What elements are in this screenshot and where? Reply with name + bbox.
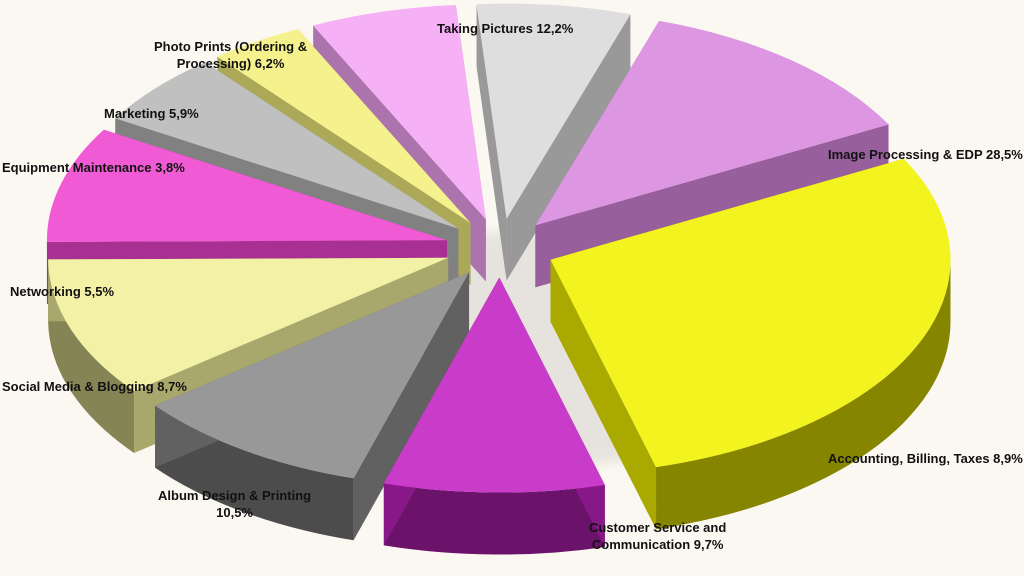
label-image-processing: Image Processing & EDP 28,5%: [828, 146, 1023, 163]
label-line: Taking Pictures 12,2%: [437, 21, 574, 36]
label-line: Accounting, Billing, Taxes 8,9%: [828, 451, 1023, 466]
label-line: Album Design & Printing: [158, 488, 312, 503]
label-line: Marketing 5,9%: [104, 106, 199, 121]
label-accounting: Accounting, Billing, Taxes 8,9%: [828, 450, 1023, 467]
label-line: Networking 5,5%: [10, 284, 115, 299]
pie-slice-photo-prints: [476, 3, 631, 281]
pie-slice-customer-service: [155, 272, 470, 541]
label-line: Social Media & Blogging 8,7%: [2, 379, 187, 394]
label-taking-pictures: Taking Pictures 12,2%: [437, 20, 573, 37]
label-album-design: Album Design & Printing 10,5%: [158, 487, 311, 521]
label-line: Communication 9,7%: [591, 537, 724, 552]
label-customer-service: Customer Service and Communication 9,7%: [589, 519, 726, 553]
label-networking: Networking 5,5%: [10, 283, 114, 300]
label-equipment-maintenance: Equipment Maintenance 3,8%: [2, 159, 185, 176]
pie-slice-image-processing: [550, 158, 951, 530]
label-line: 10,5%: [216, 505, 253, 520]
label-social-media: Social Media & Blogging 8,7%: [2, 378, 187, 395]
label-line: Customer Service and: [589, 520, 727, 535]
label-photo-prints: Photo Prints (Ordering & Processing) 6,2…: [154, 38, 307, 72]
label-line: Photo Prints (Ordering &: [154, 39, 308, 54]
label-line: Equipment Maintenance 3,8%: [2, 160, 185, 175]
label-marketing: Marketing 5,9%: [104, 105, 199, 122]
pie-slice-accounting: [383, 277, 605, 555]
label-line: Image Processing & EDP 28,5%: [828, 147, 1023, 162]
label-line: Processing) 6,2%: [176, 56, 285, 71]
